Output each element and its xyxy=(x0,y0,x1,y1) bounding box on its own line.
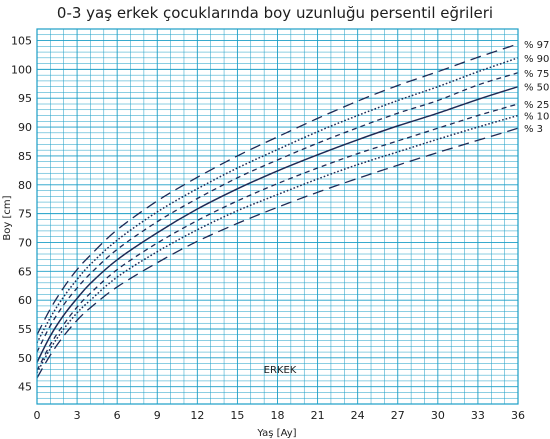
x-tick-label: 15 xyxy=(230,409,244,422)
y-tick-label: 45 xyxy=(18,381,32,394)
x-tick-label: 30 xyxy=(431,409,445,422)
y-tick-label: 75 xyxy=(18,208,32,221)
x-tick-label: 36 xyxy=(511,409,525,422)
percentile-curve xyxy=(36,85,519,363)
percentile-curve xyxy=(36,127,519,379)
legend-label: % 10 xyxy=(524,112,549,123)
chart-title: 0-3 yaş erkek çocuklarında boy uzunluğu … xyxy=(56,4,494,22)
legend-label: % 90 xyxy=(524,54,549,65)
legend-label: % 3 xyxy=(524,124,543,135)
legend-label: % 97 xyxy=(524,40,549,51)
x-tick-label: 18 xyxy=(271,409,285,422)
x-tick-label: 3 xyxy=(74,409,81,422)
percentile-curve xyxy=(36,72,519,353)
percentile-curve xyxy=(36,103,519,371)
legend-label: % 25 xyxy=(524,100,549,111)
legend-label: % 75 xyxy=(524,69,549,80)
y-tick-label: 60 xyxy=(18,294,32,307)
y-tick-label: 55 xyxy=(18,323,32,336)
legend: % 97 % 90 % 75 % 50 % 25% 10% 3 xyxy=(524,40,549,135)
x-tick-label: 33 xyxy=(471,409,485,422)
x-tick-label: 6 xyxy=(114,409,121,422)
y-axis-label: Boy [cm] xyxy=(2,195,13,240)
annotation-erkek: ERKEK xyxy=(264,365,297,376)
percentile-curve xyxy=(36,114,519,374)
y-tick-label: 100 xyxy=(11,63,32,76)
y-tick-label: 65 xyxy=(18,265,32,278)
x-tick-label: 21 xyxy=(311,409,325,422)
percentile-curve xyxy=(36,57,519,344)
x-tick-label: 9 xyxy=(154,409,161,422)
percentile-curves xyxy=(36,43,519,379)
x-tick-label: 0 xyxy=(34,409,41,422)
y-tick-label: 95 xyxy=(18,92,32,105)
plot-frame xyxy=(36,28,519,405)
x-tick-label: 12 xyxy=(190,409,204,422)
x-tick-labels: 0 3 6 9 12 15 18 21 24 27 30 33 36 xyxy=(34,409,526,422)
y-tick-label: 105 xyxy=(11,35,32,48)
legend-label: % 50 xyxy=(524,83,549,94)
x-tick-label: 27 xyxy=(391,409,405,422)
x-axis-label: Yaş [Ay] xyxy=(256,428,296,439)
y-tick-labels: 45 50 55 60 65 70 75 80 85 90 95 100 105 xyxy=(11,35,32,394)
y-tick-label: 90 xyxy=(18,121,32,134)
x-tick-label: 24 xyxy=(351,409,365,422)
y-tick-label: 80 xyxy=(18,179,32,192)
y-tick-label: 85 xyxy=(18,150,32,163)
y-tick-label: 50 xyxy=(18,352,32,365)
y-tick-label: 70 xyxy=(18,236,32,249)
